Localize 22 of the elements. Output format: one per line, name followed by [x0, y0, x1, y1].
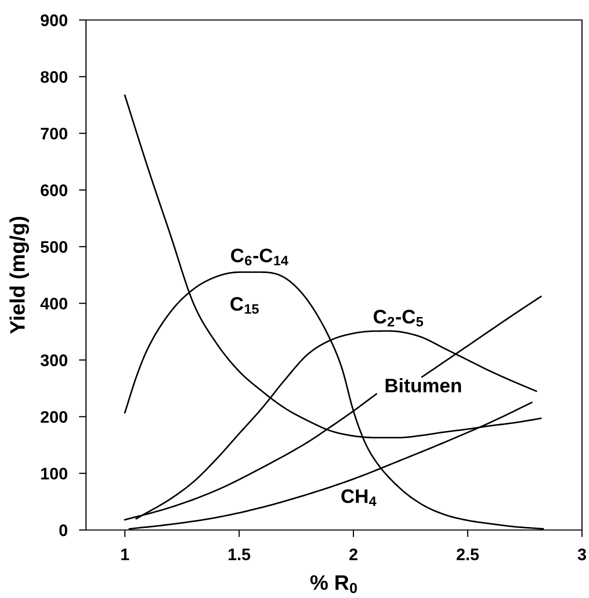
annotation: Bitumen	[386, 378, 461, 392]
y-tick-label: 400	[40, 298, 68, 310]
x-tick-label: 3	[578, 548, 586, 560]
y-tick-label: 300	[40, 354, 68, 366]
y-tick-label: 500	[40, 241, 68, 253]
y-tick-label: 700	[40, 128, 68, 140]
annotation: C$_{2}$-C$_{5}$	[374, 310, 424, 327]
annotation: CH$_{4}$	[341, 489, 376, 506]
annotation: C$_{6}$-C$_{14}$	[231, 248, 288, 266]
y-tick-label: 800	[40, 71, 68, 83]
x-tick-label: 1	[121, 548, 130, 560]
x-tick-label: 2	[349, 548, 358, 560]
annotation: C$_{15}$	[230, 297, 259, 314]
y-axis-title: Yield (mg/g)	[10, 216, 30, 334]
y-tick-label: 100	[41, 468, 68, 480]
y-tick-label: 200	[40, 411, 68, 423]
x-tick-label: 2.5	[456, 548, 479, 560]
x-tick-label: 1.5	[228, 548, 250, 560]
x-axis-title: % R$_{0}$	[310, 575, 357, 594]
y-tick-label: 900	[40, 14, 68, 26]
y-tick-label: 600	[40, 184, 68, 196]
y-tick-label: 0	[59, 524, 68, 536]
